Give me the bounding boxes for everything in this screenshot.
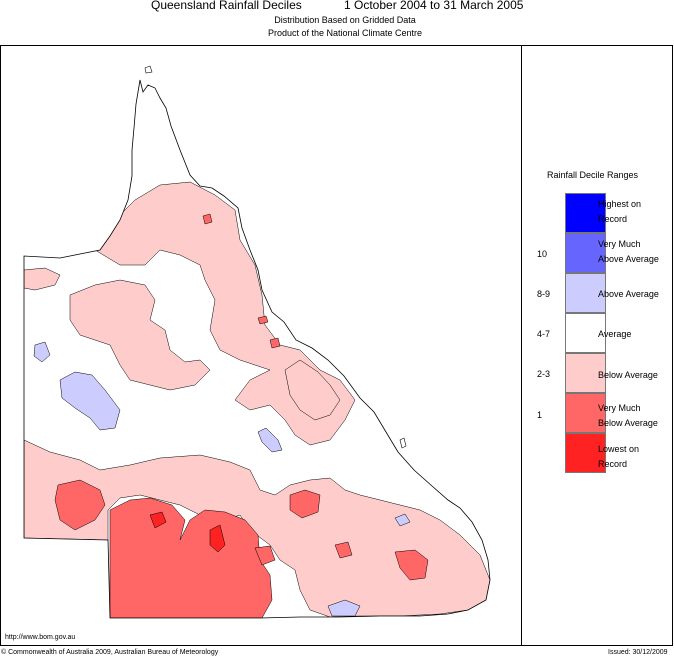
region-very-much-below-southeast xyxy=(394,549,429,581)
legend-swatch-below xyxy=(565,353,606,393)
legend-swatch-highest xyxy=(565,193,606,233)
legend-code-1: 1 xyxy=(537,410,543,420)
region-very-much-below-central-south xyxy=(289,489,321,519)
region-very-much-below-north-1 xyxy=(202,213,213,225)
map-period: 1 October 2004 to 31 March 2005 xyxy=(344,0,524,12)
region-lowest-record-2 xyxy=(149,511,167,529)
legend-code-2-3: 2-3 xyxy=(537,369,551,379)
legend-swatch-very-much-below xyxy=(565,393,606,433)
region-above-small-west xyxy=(33,341,51,363)
legend-code-8-9: 8-9 xyxy=(537,289,551,299)
region-above-west xyxy=(59,371,121,431)
legend-label-lowest: Lowest on Record xyxy=(598,444,640,469)
region-very-much-below-southwest xyxy=(109,497,273,618)
queensland-map xyxy=(23,65,491,619)
region-very-much-below-west xyxy=(54,479,106,531)
region-below-central xyxy=(284,359,341,421)
map-title: Queensland Rainfall Deciles xyxy=(151,0,302,12)
legend-label-very-much-above: Very Much Above Average xyxy=(598,239,659,264)
region-lowest-record-1 xyxy=(209,524,226,553)
region-below-west-patch xyxy=(24,267,61,291)
legend-label-average: Average xyxy=(598,329,632,339)
legend-label-above: Above Average xyxy=(598,289,659,299)
legend-code-4-7: 4-7 xyxy=(537,329,551,339)
legend-code-10: 10 xyxy=(537,249,548,259)
legend-swatch-average xyxy=(565,313,606,353)
footer-url[interactable]: http://www.bom.gov.au xyxy=(5,634,76,641)
region-very-much-below-north-2 xyxy=(257,315,269,325)
legend-label-very-much-below: Very Much Below Average xyxy=(598,403,658,428)
legend-divider xyxy=(521,45,522,646)
legend-title: Rainfall Decile Ranges xyxy=(547,170,639,180)
title-row: Queensland Rainfall Deciles 1 October 20… xyxy=(0,0,674,14)
queensland-outline xyxy=(23,79,491,619)
legend-swatch-above xyxy=(565,273,606,313)
region-below-gulf xyxy=(69,279,211,391)
region-very-much-below-patch-2 xyxy=(334,541,353,559)
region-above-east xyxy=(394,513,411,527)
island-east xyxy=(399,437,407,449)
legend-label-below: Below Average xyxy=(598,370,658,380)
region-above-south xyxy=(327,599,361,617)
subtitle-gridded: Distribution Based on Gridded Data xyxy=(274,15,416,25)
region-above-central xyxy=(257,427,283,453)
map-frame xyxy=(0,45,673,646)
region-below-north xyxy=(79,181,356,446)
footer-issued: Issued: 30/12/2009 xyxy=(608,649,668,656)
legend-label-highest: Highest on Record xyxy=(598,199,642,224)
subtitle-product: Product of the National Climate Centre xyxy=(267,28,423,38)
legend-swatch-lowest xyxy=(565,433,606,473)
region-very-much-below-patch xyxy=(254,545,276,566)
island-torres xyxy=(144,65,153,74)
region-very-much-below-north-3 xyxy=(269,337,281,349)
footer-copyright: © Commonwealth of Australia 2009, Austra… xyxy=(1,649,219,656)
legend-swatch-very-much-above xyxy=(565,233,606,273)
